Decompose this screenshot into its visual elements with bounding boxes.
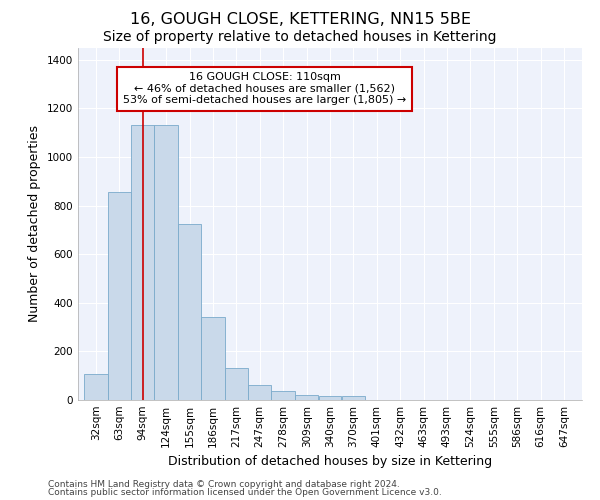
Text: 16, GOUGH CLOSE, KETTERING, NN15 5BE: 16, GOUGH CLOSE, KETTERING, NN15 5BE [130, 12, 470, 28]
Text: Size of property relative to detached houses in Kettering: Size of property relative to detached ho… [103, 30, 497, 44]
Text: Contains HM Land Registry data © Crown copyright and database right 2024.: Contains HM Land Registry data © Crown c… [48, 480, 400, 489]
X-axis label: Distribution of detached houses by size in Kettering: Distribution of detached houses by size … [168, 456, 492, 468]
Bar [131, 126, 154, 400]
Bar [178, 224, 201, 400]
Bar [271, 392, 295, 400]
Bar [248, 385, 271, 400]
Y-axis label: Number of detached properties: Number of detached properties [28, 125, 41, 322]
Text: Contains public sector information licensed under the Open Government Licence v3: Contains public sector information licen… [48, 488, 442, 497]
Bar [225, 368, 248, 400]
Bar [341, 396, 365, 400]
Bar [154, 126, 178, 400]
Bar [108, 192, 131, 400]
Bar [84, 374, 107, 400]
Bar [295, 395, 319, 400]
Bar [202, 318, 225, 400]
Bar [319, 396, 341, 400]
Text: 16 GOUGH CLOSE: 110sqm
← 46% of detached houses are smaller (1,562)
53% of semi-: 16 GOUGH CLOSE: 110sqm ← 46% of detached… [123, 72, 406, 106]
